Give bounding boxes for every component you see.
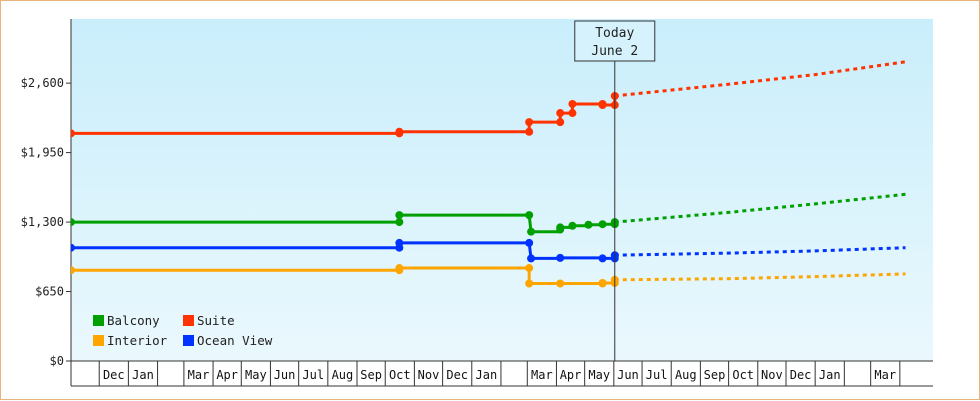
y-axis: $0 $650 $1,300 $1,950 $2,600: [21, 19, 72, 368]
interior-point: [598, 278, 607, 287]
interior-point: [395, 264, 404, 273]
x-tick-label: Jan: [476, 368, 498, 382]
ocean-view-point: [71, 243, 75, 252]
legend-swatch: [183, 315, 194, 326]
legend-swatch: [93, 335, 104, 346]
x-tick-label: Mar: [874, 368, 896, 382]
legend-label: Interior: [107, 333, 168, 348]
balcony-point: [527, 227, 536, 236]
legend-label: Suite: [197, 313, 235, 328]
suite-forecast-line: [614, 60, 906, 98]
x-tick-label: Nov: [418, 368, 440, 382]
balcony-point: [395, 218, 404, 227]
today-marker: Today June 2: [574, 20, 656, 361]
balcony-point: [525, 211, 534, 220]
suite-point: [525, 118, 534, 127]
x-tick-label: Oct: [389, 368, 411, 382]
suite-point: [598, 101, 607, 110]
interior-point: [556, 279, 565, 288]
balcony-point: [395, 211, 404, 220]
interior-point: [525, 279, 534, 288]
x-tick-label: Jan: [819, 368, 841, 382]
legend-swatch: [93, 315, 104, 326]
x-tick-label: Dec: [790, 368, 812, 382]
series-layer: [71, 60, 906, 288]
x-tick-label: Jul: [302, 368, 324, 382]
suite-point: [395, 127, 404, 136]
legend-label: Balcony: [107, 313, 160, 328]
legend-swatch: [183, 335, 194, 346]
y-tick-label: $2,600: [21, 76, 64, 90]
suite-point: [525, 127, 534, 136]
suite-point: [556, 118, 565, 127]
suite-point: [556, 109, 565, 118]
legend-label: Ocean View: [197, 333, 273, 348]
balcony-forecast-line: [614, 192, 906, 224]
legend: Balcony Suite Interior Ocean View: [93, 313, 273, 348]
interior-forecast-line: [614, 272, 906, 282]
x-tick-label: Oct: [732, 368, 754, 382]
balcony-point: [556, 223, 565, 232]
ocean-view-point: [525, 238, 534, 247]
x-tick-label: Mar: [531, 368, 553, 382]
x-tick-label: Mar: [188, 368, 210, 382]
x-tick-label: Aug: [675, 368, 697, 382]
y-tick-label: $650: [35, 285, 64, 299]
x-tick-label: May: [588, 368, 610, 382]
x-tick-label: Apr: [216, 368, 238, 382]
x-tick-label: Jan: [132, 368, 154, 382]
x-tick-label: May: [245, 368, 267, 382]
x-tick-label: Sep: [704, 368, 726, 382]
x-axis: Dec Jan Mar Apr May Jun Jul Aug Sep Oct Nov Dec Jan M…: [70, 360, 933, 387]
ocean-view-point: [527, 254, 536, 263]
plot-background: [71, 19, 933, 361]
x-tick-label: Apr: [560, 368, 582, 382]
y-tick-label: $1,950: [21, 146, 64, 160]
balcony-point: [584, 220, 593, 229]
interior-point: [71, 266, 75, 275]
suite-point: [568, 99, 577, 108]
x-tick-label: Sep: [360, 368, 382, 382]
today-label-line2: June 2: [591, 44, 638, 59]
x-tick-label: Jun: [274, 368, 296, 382]
x-tick-label: Dec: [446, 368, 468, 382]
x-tick-label: Jul: [646, 368, 668, 382]
ocean-view-point: [598, 254, 607, 263]
y-tick-label: $0: [50, 354, 64, 368]
x-tick-label: Jun: [617, 368, 639, 382]
today-label-line1: Today: [595, 26, 634, 41]
suite-point: [71, 129, 75, 138]
today-label-box: [574, 20, 656, 62]
ocean-view-point: [556, 253, 565, 262]
balcony-point: [71, 218, 75, 227]
balcony-point: [568, 221, 577, 230]
balcony-point: [598, 220, 607, 229]
ocean-view-forecast-line: [614, 246, 906, 257]
x-tick-label: Aug: [332, 368, 354, 382]
x-tick-label: Dec: [103, 368, 125, 382]
x-tick-label: Nov: [761, 368, 783, 382]
ocean-view-point: [395, 238, 404, 247]
y-tick-label: $1,300: [21, 215, 64, 229]
suite-point: [568, 109, 577, 118]
interior-point: [525, 264, 534, 273]
